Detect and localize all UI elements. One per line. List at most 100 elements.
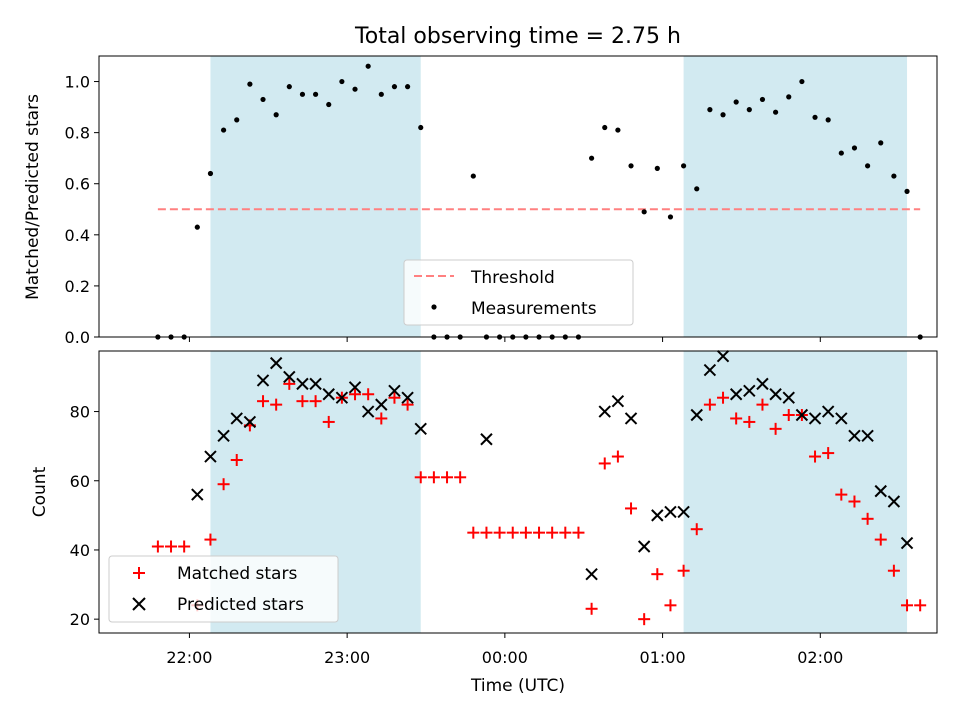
measurement-point [404,84,411,90]
ratio-x-ticks [188,337,821,342]
measurement-point [904,188,910,194]
predicted-star-point [480,433,493,446]
measurement-point [418,124,424,131]
predicted-star-point [598,405,611,418]
matched-star-point [861,512,874,525]
predicted-star-point [414,422,427,436]
x-axis-label: Time (UTC) [470,676,565,696]
matched-star-point [809,450,822,463]
count-plot-area [151,349,927,626]
count-y-ticks: 20 40 60 80 [70,403,99,629]
count-x-ticks: 22:00 23:00 00:00 01:00 02:00 [166,633,843,667]
matched-star-point [914,599,927,612]
matched-star-point [454,471,467,484]
matched-star-point [230,453,243,466]
predicted-star-point [256,374,270,387]
matched-star-point [887,564,900,577]
measurement-point [365,63,371,69]
legend-threshold-label: Threshold [470,268,555,288]
predicted-star-point [874,484,887,498]
matched-star-point [848,495,861,508]
predicted-star-point [729,388,743,401]
matched-star-point [769,422,782,435]
measurement-point [207,170,214,177]
y-tick-label: 40 [70,541,90,560]
predicted-star-point [808,412,822,425]
predicted-star-point [637,540,651,553]
measurement-point [733,99,739,105]
measurement-point [799,78,805,85]
matched-star-point [611,450,624,463]
measurement-point [602,124,608,131]
predicted-star-point [401,391,414,404]
predicted-star-point [677,505,690,519]
measurement-point [615,127,621,133]
count-panel: 20 40 60 80 22:00 23:00 00:00 01:00 02:00 Count… [30,349,938,696]
predicted-star-point [585,567,598,581]
legend-matched-swatch [133,567,145,579]
matched-star-point [690,523,703,536]
measurement-point [865,163,871,169]
ratio-y-axis-label: Matched/Predicted stars [23,94,43,300]
matched-star-point [178,540,191,553]
predicted-star-point [861,429,874,442]
matched-star-point [572,526,585,539]
predicted-star-point [743,384,756,397]
figure-title: Total observing time = 2.75 h [354,24,681,49]
measurement-point [339,78,345,85]
legend-measurements-swatch [431,304,437,310]
matched-star-point [257,395,270,408]
count-y-axis-label: Count [30,466,50,517]
matched-star-point [283,377,296,390]
matched-star-point [651,568,664,581]
measurement-point [891,173,897,179]
predicted-star-point [703,363,717,377]
predicted-star-point [664,505,677,519]
top-shaded-intervals [210,56,908,337]
matched-star-point [467,526,480,539]
predicted-star-point [269,356,283,370]
measurement-point [812,114,818,120]
matched-star-point [270,398,283,411]
measurement-point [470,173,476,179]
matched-star-point [703,398,716,411]
y-tick-label: 20 [70,610,90,629]
measurement-point [720,112,726,118]
ratio-y-ticks: 0.0 0.2 0.4 0.6 0.8 1.0 [65,73,99,347]
y-tick-label: 1.0 [65,73,90,92]
predicted-star-point [651,509,664,522]
matched-star-point [822,447,835,460]
measurement-point [391,84,398,90]
measurement-point [641,209,647,215]
predicted-star-point [887,495,901,508]
matched-star-point [165,540,178,553]
matched-star-point [638,613,651,626]
measurement-point [851,145,858,151]
matched-star-point [506,526,519,539]
measurement-point [234,117,240,123]
matched-star-point [874,533,887,546]
predicted-star-point [204,450,217,463]
legend-predicted-label: Predicted stars [177,595,304,615]
y-tick-label: 0.6 [65,175,90,194]
predicted-star-point [191,488,204,501]
measurement-point [694,186,700,192]
predicted-star-point [848,429,861,442]
predicted-star-point [335,391,349,404]
legend-measurements-label: Measurements [471,299,597,319]
measurement-point [378,91,384,97]
ratio-axes-frame [98,55,938,338]
matched-star-point [414,471,427,484]
measurement-point [786,94,792,100]
matched-star-point [441,471,454,484]
measurement-point [825,117,831,123]
measurement-point [247,81,253,87]
x-tick-label: 00:00 [482,648,528,667]
shaded-interval [683,56,908,337]
matched-star-point [782,409,795,422]
legend-matched-label: Matched stars [177,564,297,584]
predicted-star-point [835,412,848,425]
matched-star-point [585,602,598,615]
measurement-point [878,140,884,146]
